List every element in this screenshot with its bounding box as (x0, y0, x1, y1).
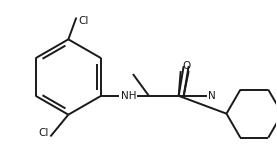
Text: NH: NH (121, 91, 137, 101)
Text: Cl: Cl (78, 16, 89, 26)
Text: N: N (207, 91, 215, 101)
Text: O: O (183, 61, 191, 71)
Text: Cl: Cl (38, 128, 48, 138)
